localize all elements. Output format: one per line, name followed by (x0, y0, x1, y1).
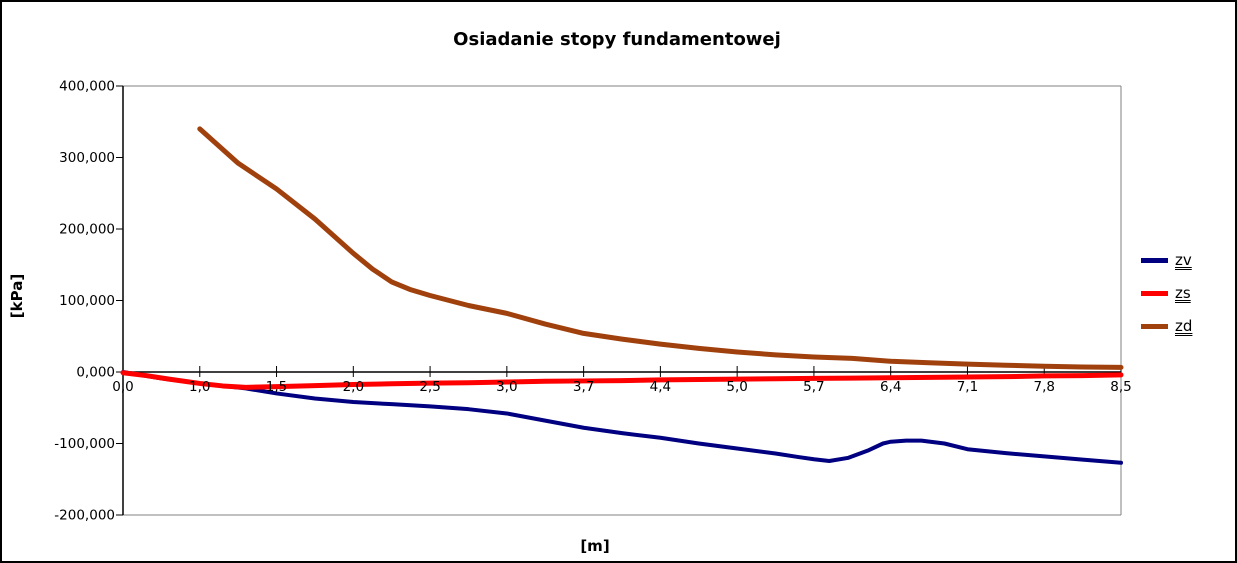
x-tick-label: 1,0 (189, 379, 210, 395)
zv-line (121, 370, 1123, 465)
y-axis-title: [kPa] (8, 274, 26, 318)
y-tick-label: 0,000 (76, 365, 115, 381)
x-tick-label: 5,0 (726, 379, 747, 395)
legend: zv zs zd (1141, 244, 1192, 343)
x-tick-label: 2,5 (419, 379, 440, 395)
x-tick-label: 6,4 (880, 379, 901, 395)
legend-label-zd: zd (1175, 317, 1193, 335)
legend-item-zv: zv (1141, 244, 1192, 277)
legend-item-zs: zs (1141, 277, 1192, 310)
y-tick-label: -100,000 (54, 436, 115, 452)
y-tick-label: 100,000 (59, 293, 115, 309)
y-tick-label: 200,000 (59, 222, 115, 238)
zd-line-swatch (1141, 324, 1168, 329)
zs-line (120, 370, 1124, 390)
x-tick-label: 7,8 (1033, 379, 1054, 395)
legend-label-zv: zv (1175, 251, 1192, 269)
tick-marks (116, 85, 1122, 516)
x-tick-label: 8,5 (1110, 379, 1131, 395)
x-axis-title: [m] (580, 537, 609, 555)
y-tick-labels: 400,000 300,000 200,000 100,000 0,000 -1… (54, 79, 115, 524)
x-tick-label: 5,7 (803, 379, 824, 395)
plot-border (123, 85, 1122, 516)
x-tick-labels: 0,0 1,0 1,5 2,0 2,5 3,0 3,7 4,4 5,0 5,7 … (112, 379, 1131, 395)
legend-label-zs: zs (1175, 284, 1191, 302)
zv-line-swatch (1141, 258, 1168, 263)
x-tick-label: 3,7 (573, 379, 594, 395)
legend-item-zd: zd (1141, 310, 1192, 343)
y-tick-label: 300,000 (59, 150, 115, 166)
y-tick-label: -200,000 (54, 508, 115, 524)
series-lines (120, 126, 1124, 465)
y-tick-label: 400,000 (59, 79, 115, 95)
zs-line-swatch (1141, 291, 1168, 296)
x-tick-label: 4,4 (650, 379, 671, 395)
x-tick-label: 1,5 (266, 379, 287, 395)
x-tick-label: 7,1 (957, 379, 978, 395)
chart-title: Osiadanie stopy fundamentowej (453, 29, 781, 50)
x-tick-label: 2,0 (343, 379, 364, 395)
x-tick-label: 0,0 (112, 379, 133, 395)
zd-line (197, 126, 1124, 370)
x-tick-label: 3,0 (496, 379, 517, 395)
